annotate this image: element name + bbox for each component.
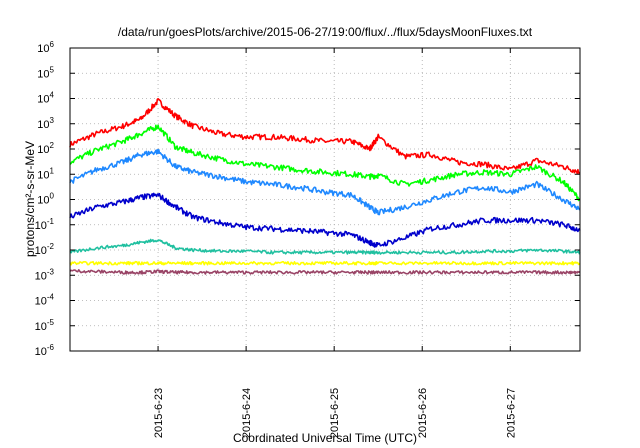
y-tick-label: 101: [37, 166, 54, 181]
y-axis-label: protons/cm²-s-sr-MeV: [23, 141, 37, 257]
x-tick-label: 2015-6-26: [417, 388, 429, 438]
y-tick-label: 100: [37, 192, 54, 207]
series-line-4: [69, 192, 581, 248]
y-tick-label: 10-3: [35, 267, 55, 282]
series-line-6: [69, 260, 581, 266]
y-tick-label: 10-1: [35, 217, 55, 232]
x-tick-label: 2015-6-27: [505, 388, 517, 438]
series-line-7: [69, 268, 581, 275]
y-tick-label: 10-4: [35, 293, 55, 308]
series-line-3: [69, 149, 581, 216]
y-tick-label: 103: [37, 116, 54, 131]
x-tick-label: 2015-6-25: [329, 388, 341, 438]
x-axis: 2015-6-23 2015-6-24 2015-6-25 2015-6-26 2015…: [153, 48, 517, 438]
series-line-2: [69, 124, 581, 202]
y-tick-label: 102: [37, 141, 54, 156]
data-series: [69, 98, 581, 275]
series-line-1: [69, 98, 581, 175]
x-tick-label: 2015-6-23: [153, 388, 165, 438]
y-tick-label: 10-5: [35, 318, 55, 333]
series-line-5: [69, 238, 581, 255]
y-tick-label: 106: [37, 40, 54, 55]
chart-title: /data/run/goesPlots/archive/2015-06-27/1…: [118, 25, 533, 39]
y-tick-label: 104: [37, 91, 54, 106]
x-axis-label: Coordinated Universal Time (UTC): [233, 431, 417, 445]
y-tick-label: 10-6: [35, 343, 55, 358]
grid-lines: [70, 48, 580, 351]
y-axis: 10-6 10-5 10-4 10-3 10-2 10-1 100 101 102 103 104 1…: [35, 40, 580, 358]
y-tick-label: 10-2: [35, 242, 55, 257]
y-tick-label: 105: [37, 65, 54, 80]
x-tick-label: 2015-6-24: [241, 388, 253, 438]
